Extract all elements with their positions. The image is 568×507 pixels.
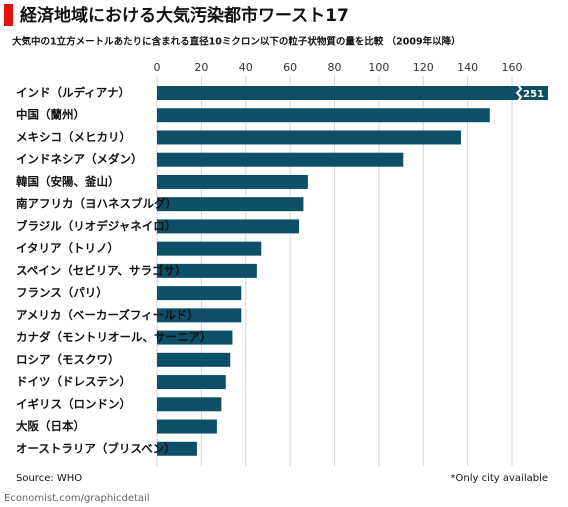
value-label: 251 — [523, 89, 544, 100]
bar — [157, 397, 222, 412]
source: Source: WHO — [16, 473, 82, 484]
bar — [157, 197, 304, 212]
bar — [157, 241, 262, 256]
bar — [157, 108, 490, 123]
category-label: イタリア（トリノ） — [16, 241, 119, 255]
bar — [157, 419, 217, 434]
bar — [157, 441, 197, 456]
category-label: スペイン（セビリア、サラゴサ） — [16, 263, 187, 277]
bar — [157, 174, 308, 189]
category-label: ロシア（モスクワ） — [16, 352, 120, 366]
category-label: ブラジル（リオデジャネイロ） — [16, 219, 176, 233]
chart-subtitle: 大気中の1立方メートルあたりに含まれる直径10ミクロン以下の粒子状物質の量を比較… — [12, 36, 461, 48]
bar — [157, 86, 548, 100]
x-tick-label: 80 — [328, 61, 342, 74]
category-label: 韓国（安陽、釜山） — [16, 174, 120, 188]
category-label: インド（ルディアナ） — [16, 86, 130, 100]
chart-title: 経済地域における大気汚染都市ワースト17 — [20, 5, 349, 26]
bar — [157, 375, 226, 390]
bar — [157, 286, 242, 301]
category-label: メキシコ（メヒカリ） — [16, 130, 131, 144]
category-label: ドイツ（ドレステン） — [16, 375, 131, 389]
x-tick-label: 140 — [457, 61, 478, 74]
note: *Only city available — [450, 473, 548, 484]
axis-break — [515, 84, 523, 102]
category-label: 大阪（日本） — [16, 419, 85, 433]
x-tick-label: 160 — [502, 61, 523, 74]
category-label: インドネシア（メダン） — [16, 152, 143, 166]
x-tick-label: 120 — [413, 61, 434, 74]
category-label: 南アフリカ（ヨハネスブルグ） — [16, 197, 177, 211]
bar — [157, 219, 299, 234]
x-tick-label: 40 — [239, 61, 253, 74]
bar — [157, 308, 242, 323]
category-label: イギリス（ロンドン） — [16, 397, 131, 411]
category-label: カナダ（モントリオール、サーニア） — [16, 330, 212, 344]
bar — [157, 263, 257, 278]
x-tick-label: 60 — [283, 61, 297, 74]
x-tick-label: 0 — [154, 61, 161, 74]
bar — [157, 352, 231, 367]
red-tag — [4, 4, 13, 26]
bar — [157, 152, 404, 167]
category-label: 中国（蘭州） — [16, 108, 85, 122]
bar — [157, 130, 461, 145]
x-tick-label: 20 — [194, 61, 208, 74]
category-label: アメリカ（ベーカーズフィールド） — [16, 308, 199, 322]
x-tick-label: 100 — [368, 61, 389, 74]
category-label: オーストラリア（ブリスベン） — [16, 441, 176, 455]
category-label: フランス（パリ） — [16, 286, 108, 300]
credit: Economist.com/graphicdetail — [4, 493, 150, 504]
bar — [157, 330, 233, 345]
